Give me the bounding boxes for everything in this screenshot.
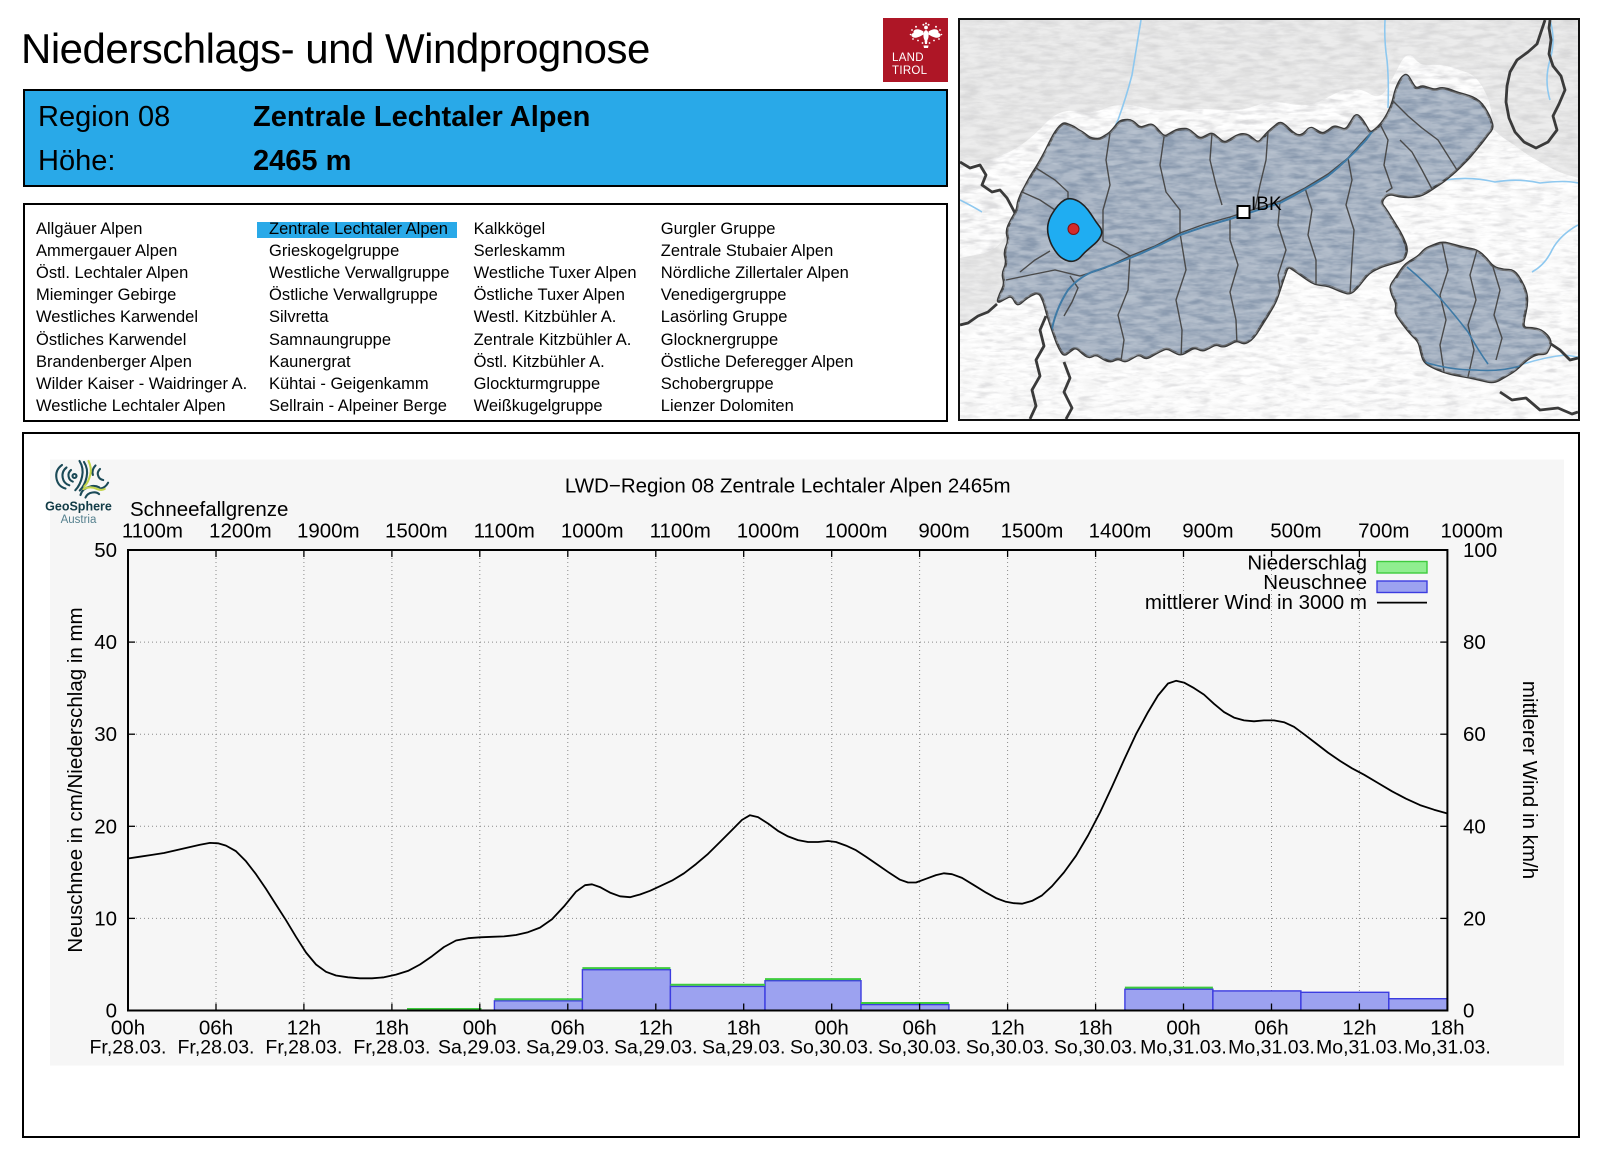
svg-text:06h: 06h — [199, 1017, 233, 1040]
svg-text:06h: 06h — [902, 1017, 936, 1040]
svg-text:0: 0 — [106, 1000, 117, 1023]
svg-text:60: 60 — [1463, 723, 1486, 746]
svg-text:12h: 12h — [639, 1017, 673, 1040]
svg-text:Mo,31.03.: Mo,31.03. — [1404, 1037, 1491, 1059]
svg-text:Fr,28.03.: Fr,28.03. — [90, 1037, 167, 1059]
svg-text:18h: 18h — [727, 1017, 761, 1040]
svg-text:1200m: 1200m — [209, 520, 272, 543]
svg-text:80: 80 — [1463, 631, 1486, 654]
svg-text:LWD−Region 08 Zentrale Lechtal: LWD−Region 08 Zentrale Lechtaler Alpen 2… — [565, 475, 1011, 498]
svg-text:20: 20 — [94, 815, 117, 838]
svg-text:12h: 12h — [990, 1017, 1024, 1040]
svg-text:Fr,28.03.: Fr,28.03. — [353, 1037, 430, 1059]
svg-text:0: 0 — [1463, 1000, 1474, 1023]
svg-text:100: 100 — [1463, 539, 1497, 562]
svg-text:40: 40 — [1463, 815, 1486, 838]
svg-text:Schneefallgrenze: Schneefallgrenze — [130, 498, 288, 521]
svg-text:18h: 18h — [375, 1017, 409, 1040]
svg-text:Neuschnee in cm/Niederschlag i: Neuschnee in cm/Niederschlag in mm — [64, 607, 87, 952]
svg-text:18h: 18h — [1430, 1017, 1464, 1040]
svg-text:1000m: 1000m — [825, 520, 888, 543]
svg-text:40: 40 — [94, 631, 117, 654]
svg-text:1500m: 1500m — [1001, 520, 1064, 543]
svg-text:TIROL: TIROL — [892, 65, 928, 77]
svg-text:700m: 700m — [1358, 520, 1409, 543]
svg-text:So,30.03.: So,30.03. — [1054, 1037, 1137, 1059]
svg-text:30: 30 — [94, 723, 117, 746]
svg-text:00h: 00h — [463, 1017, 497, 1040]
svg-text:Mo,31.03.: Mo,31.03. — [1228, 1037, 1315, 1059]
svg-text:1100m: 1100m — [122, 520, 183, 543]
svg-text:00h: 00h — [815, 1017, 849, 1040]
svg-text:Sa,29.03.: Sa,29.03. — [702, 1037, 785, 1059]
svg-text:1000m: 1000m — [561, 520, 624, 543]
svg-text:00h: 00h — [1166, 1017, 1200, 1040]
svg-text:1100m: 1100m — [474, 520, 535, 543]
svg-text:12h: 12h — [287, 1017, 321, 1040]
svg-text:Mo,31.03.: Mo,31.03. — [1140, 1037, 1227, 1059]
svg-text:50: 50 — [94, 539, 117, 562]
svg-text:1400m: 1400m — [1089, 520, 1152, 543]
svg-text:1000m: 1000m — [737, 520, 800, 543]
svg-text:Sa,29.03.: Sa,29.03. — [614, 1037, 697, 1059]
svg-text:06h: 06h — [551, 1017, 585, 1040]
svg-text:1000m: 1000m — [1440, 520, 1503, 543]
svg-text:500m: 500m — [1270, 520, 1321, 543]
svg-text:mittlerer Wind in 3000 m: mittlerer Wind in 3000 m — [1145, 591, 1367, 614]
svg-text:1900m: 1900m — [297, 520, 360, 543]
svg-text:Sa,29.03.: Sa,29.03. — [438, 1037, 521, 1059]
svg-text:Fr,28.03.: Fr,28.03. — [265, 1037, 342, 1059]
svg-text:Niederschlag: Niederschlag — [1247, 551, 1367, 574]
svg-text:So,30.03.: So,30.03. — [878, 1037, 961, 1059]
svg-text:Austria: Austria — [61, 514, 97, 526]
svg-text:GeoSphere: GeoSphere — [45, 500, 112, 514]
svg-text:1100m: 1100m — [650, 520, 711, 543]
svg-text:06h: 06h — [1254, 1017, 1288, 1040]
svg-text:10: 10 — [94, 907, 117, 930]
svg-text:Mo,31.03.: Mo,31.03. — [1316, 1037, 1403, 1059]
svg-text:20: 20 — [1463, 907, 1486, 930]
svg-text:So,30.03.: So,30.03. — [790, 1037, 873, 1059]
svg-text:12h: 12h — [1342, 1017, 1376, 1040]
svg-text:Fr,28.03.: Fr,28.03. — [178, 1037, 255, 1059]
svg-text:900m: 900m — [1182, 520, 1233, 543]
svg-text:900m: 900m — [918, 520, 969, 543]
svg-text:1500m: 1500m — [385, 520, 448, 543]
svg-text:Sa,29.03.: Sa,29.03. — [526, 1037, 609, 1059]
svg-text:Neuschnee: Neuschnee — [1263, 571, 1367, 594]
svg-text:LAND: LAND — [892, 52, 924, 64]
svg-text:18h: 18h — [1078, 1017, 1112, 1040]
svg-text:IBK: IBK — [1251, 194, 1282, 215]
svg-text:00h: 00h — [111, 1017, 145, 1040]
svg-text:So,30.03.: So,30.03. — [966, 1037, 1049, 1059]
svg-text:mittlerer Wind in km/h: mittlerer Wind in km/h — [1518, 681, 1541, 879]
